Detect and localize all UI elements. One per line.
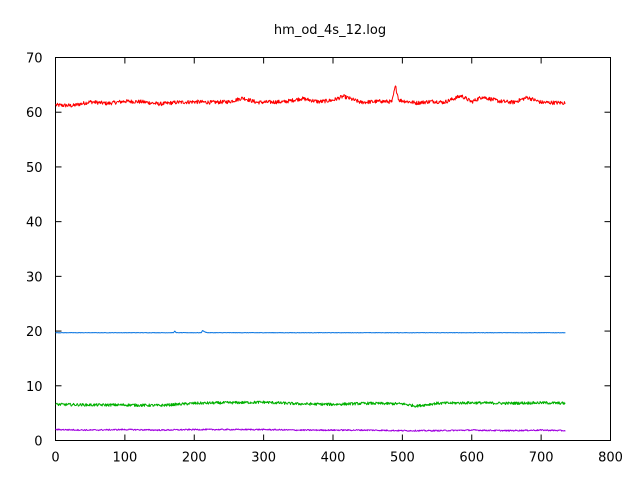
x-tick-label: 200 [182, 451, 207, 466]
y-tick-label: 70 [26, 52, 43, 67]
x-tick-label: 600 [459, 451, 484, 466]
series-line-3 [55, 400, 566, 408]
y-tick-label: 30 [26, 270, 43, 285]
y-tick-label: 20 [26, 325, 43, 340]
x-tick-label: 300 [251, 451, 276, 466]
x-tick-label: 700 [529, 451, 554, 466]
x-tick-label: 500 [390, 451, 415, 466]
y-tick-label: 40 [26, 216, 43, 231]
axes: 0 100 200 300 400 500 600 700 800 0 10 20 30 40 50 60 70 [26, 52, 623, 466]
y-tick-label: 50 [26, 161, 43, 176]
series-line-2 [55, 330, 566, 334]
x-tick-label: 100 [112, 451, 137, 466]
y-tick-label: 0 [34, 435, 42, 450]
series-line-4 [55, 428, 566, 432]
x-tick-label: 800 [598, 451, 623, 466]
series-group [55, 85, 566, 432]
y-tick-label: 60 [26, 106, 43, 121]
y-tick-label: 10 [26, 380, 43, 395]
chart-title: hm_od_4s_12.log [274, 23, 386, 38]
x-tick-label: 0 [51, 451, 59, 466]
x-tick-label: 400 [321, 451, 346, 466]
plot-frame [55, 57, 611, 441]
series-line-1 [55, 85, 566, 108]
